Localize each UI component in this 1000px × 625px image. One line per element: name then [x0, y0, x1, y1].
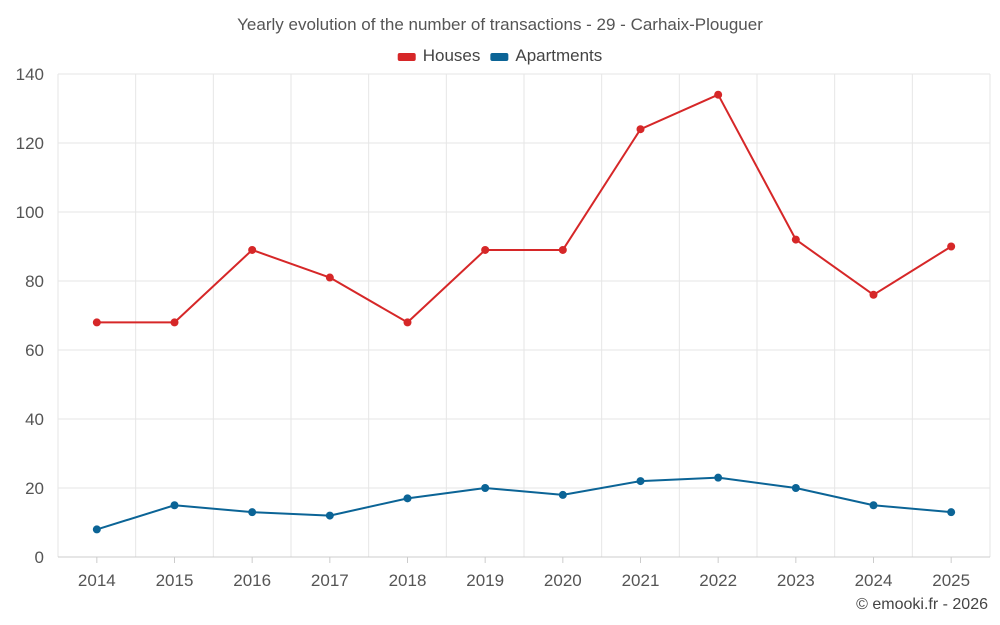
data-point-apartments[interactable] [558, 490, 567, 499]
x-axis-ticks: 2014 2015 2016 2017 2018 2019 2020 2021 2022 2023… [78, 557, 970, 590]
data-point-houses[interactable] [558, 245, 567, 254]
data-point-apartments[interactable] [403, 494, 412, 503]
legend-item-apartments[interactable]: Apartments [490, 46, 602, 65]
data-point-apartments[interactable] [714, 473, 723, 482]
x-tick-label: 2022 [699, 571, 737, 590]
x-tick-label: 2014 [78, 571, 116, 590]
data-point-houses[interactable] [170, 318, 179, 327]
legend-swatch [490, 53, 509, 61]
data-point-apartments[interactable] [947, 508, 956, 517]
y-tick-label: 120 [16, 134, 44, 153]
data-point-houses[interactable] [325, 273, 334, 282]
credit-text: © emooki.fr - 2026 [856, 596, 988, 613]
data-point-apartments[interactable] [636, 477, 645, 486]
data-point-apartments[interactable] [248, 508, 257, 517]
x-tick-label: 2016 [233, 571, 271, 590]
y-tick-label: 140 [16, 65, 44, 84]
legend: Houses Apartments [397, 46, 602, 65]
data-point-houses[interactable] [403, 318, 412, 327]
x-tick-label: 2024 [855, 571, 893, 590]
x-tick-label: 2015 [156, 571, 194, 590]
y-axis-ticks: 0 20 40 60 80 100 120 140 [16, 65, 44, 567]
data-point-apartments[interactable] [791, 484, 800, 492]
legend-swatch [397, 53, 416, 61]
y-tick-label: 80 [25, 272, 44, 291]
y-tick-label: 40 [25, 410, 44, 429]
y-tick-label: 100 [16, 203, 44, 222]
series-houses [92, 90, 956, 327]
x-tick-label: 2017 [311, 571, 349, 590]
chart-title: Yearly evolution of the number of transa… [237, 15, 763, 34]
data-point-houses[interactable] [92, 318, 101, 327]
data-point-apartments[interactable] [170, 501, 179, 510]
data-point-apartments[interactable] [92, 525, 101, 534]
x-tick-label: 2018 [389, 571, 427, 590]
x-tick-label: 2025 [932, 571, 970, 590]
data-point-houses[interactable] [947, 242, 956, 251]
y-tick-label: 20 [25, 479, 44, 498]
data-point-houses[interactable] [248, 245, 257, 254]
series-line-apartments [96, 476, 952, 531]
y-tick-label: 0 [35, 548, 44, 567]
x-tick-label: 2021 [622, 571, 660, 590]
x-tick-label: 2023 [777, 571, 815, 590]
data-point-apartments[interactable] [325, 511, 334, 520]
x-tick-label: 2019 [466, 571, 504, 590]
data-point-houses[interactable] [714, 90, 723, 99]
y-tick-label: 60 [25, 341, 44, 360]
legend-label: Apartments [515, 46, 602, 65]
data-point-apartments[interactable] [481, 484, 490, 492]
x-tick-label: 2020 [544, 571, 582, 590]
series-apartments [92, 473, 956, 534]
data-point-houses[interactable] [636, 125, 645, 134]
data-point-houses[interactable] [791, 235, 800, 244]
legend-item-houses[interactable]: Houses [397, 46, 481, 65]
grid [57, 73, 991, 558]
series-line-houses [96, 93, 952, 324]
legend-label: Houses [423, 46, 481, 65]
data-point-apartments[interactable] [869, 501, 878, 510]
data-point-houses[interactable] [869, 290, 878, 299]
series-layer [92, 90, 956, 534]
data-point-houses[interactable] [481, 245, 490, 254]
